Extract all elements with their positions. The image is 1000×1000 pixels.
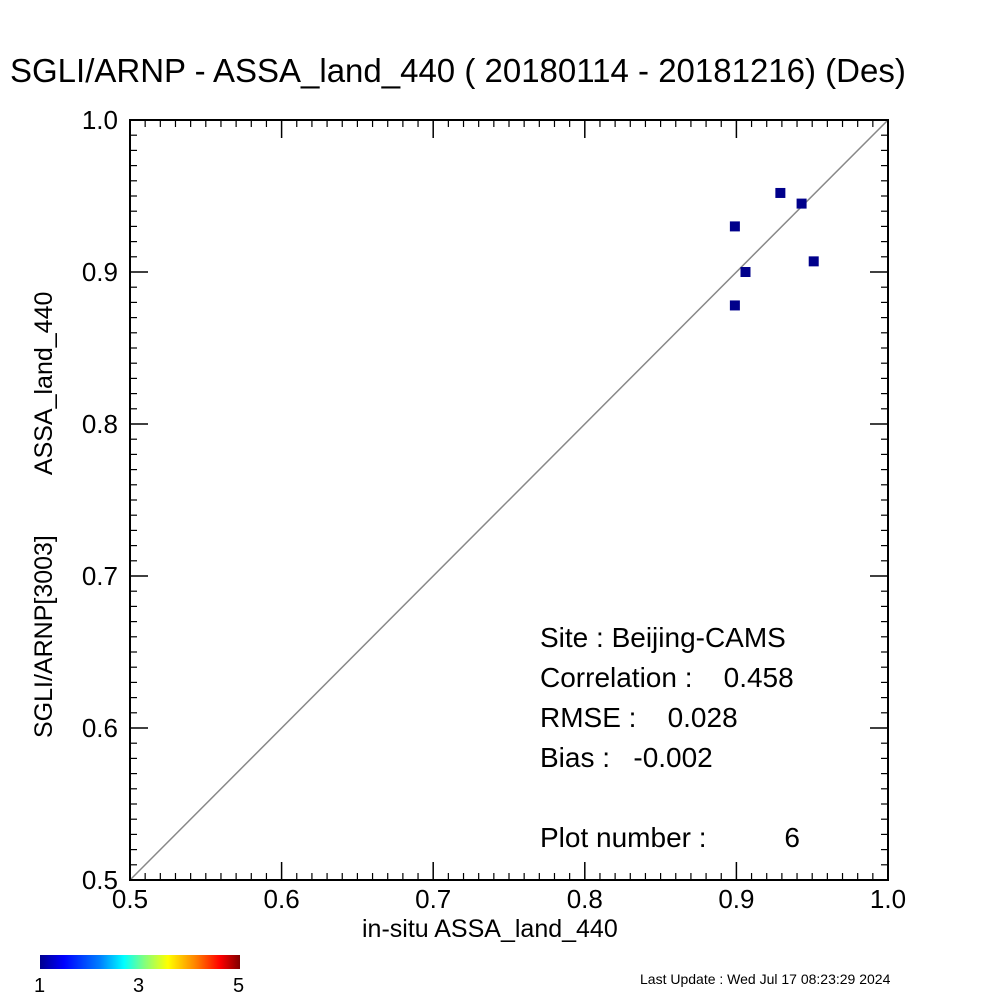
x-tick-label: 0.5 [112, 884, 148, 914]
data-point [796, 198, 807, 209]
last-update-text: Last Update : Wed Jul 17 08:23:29 2024 [640, 971, 891, 987]
y-axis-label-part-2: ASSA_land_440 [30, 291, 58, 476]
stat-rmse: RMSE : 0.028 [540, 702, 738, 733]
colorbar-label-max: 5 [233, 975, 245, 997]
x-tick-label: 0.6 [264, 884, 300, 914]
y-tick-label: 0.5 [82, 865, 118, 895]
colorbar-label-mid: 3 [133, 975, 145, 997]
x-tick-label: 0.7 [415, 884, 451, 914]
colorbar [40, 955, 240, 969]
stat-plot-number: Plot number : 6 [540, 822, 800, 853]
stat-bias: Bias : -0.002 [540, 742, 713, 773]
stat-site: Site : Beijing-CAMS [540, 622, 786, 653]
data-point [808, 256, 819, 267]
data-points [729, 187, 819, 311]
y-axis-label: SGLI/ARNP[3003] ASSA_land_440 [30, 292, 59, 738]
x-axis-label: in-situ ASSA_land_440 [362, 915, 618, 943]
colorbar-label-min: 1 [34, 975, 46, 997]
minor-ticks [130, 120, 888, 880]
y-tick-label: 0.9 [82, 257, 118, 287]
data-point [729, 300, 740, 311]
x-tick-label: 0.8 [567, 884, 603, 914]
data-point [775, 187, 786, 198]
y-axis-label-part-1: SGLI/ARNP[3003] [30, 535, 58, 738]
plot-frame [129, 119, 889, 881]
chart-title: SGLI/ARNP - ASSA_land_440 ( 20180114 - 2… [10, 52, 906, 89]
y-tick-label: 0.8 [82, 409, 118, 439]
x-tick-label: 1.0 [870, 884, 906, 914]
stat-correlation: Correlation : 0.458 [540, 662, 794, 693]
tick-labels: 0.5 0.6 0.7 0.8 0.9 1.0 0.5 0.6 0.7 0.8 0.9 1.0 [82, 105, 906, 914]
x-tick-label: 0.9 [718, 884, 754, 914]
y-tick-label: 0.7 [82, 561, 118, 591]
y-tick-label: 1.0 [82, 105, 118, 135]
major-ticks [129, 119, 889, 881]
data-point [729, 221, 740, 232]
data-point [740, 267, 751, 277]
one-to-one-line [129, 119, 889, 881]
y-tick-label: 0.6 [82, 713, 118, 743]
